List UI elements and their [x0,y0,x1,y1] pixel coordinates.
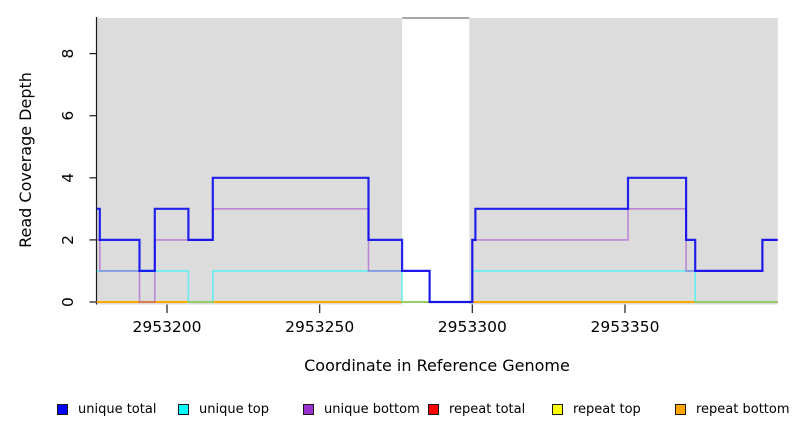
repeat-bottom-swatch-icon [675,403,686,415]
y-tick-label: 4 [59,173,77,183]
x-tick-label: 2953250 [285,318,354,336]
repeat-top-swatch-icon [552,403,563,415]
legend-item-unique-bottom: unique bottom [303,399,420,419]
legend-item-unique-top: unique top [178,399,269,419]
legend-item-unique-total: unique total [57,399,156,419]
shaded-region [469,18,778,305]
y-axis-title: Read Coverage Depth [16,72,35,248]
y-tick-label: 0 [59,297,77,307]
unique-top-swatch-icon [178,403,189,415]
series-line-unique-total [96,176,778,304]
legend-label: repeat bottom [696,401,790,417]
y-tick-label: 6 [59,111,77,121]
series-lines [96,176,778,304]
legend-label: repeat top [573,401,641,417]
shaded-region [96,18,403,305]
axes: 0 2 4 6 8 2953200 2953250 2953300 2953350 [59,17,660,336]
legend-label: unique top [199,401,270,417]
unique-bottom-swatch-icon [303,403,314,415]
y-tick-label: 8 [59,49,77,59]
x-tick-label: 2953200 [132,318,201,336]
legend-item-repeat-top: repeat top [552,399,641,419]
legend-item-repeat-total: repeat total [428,399,525,419]
series-line-unique-top [96,270,778,303]
legend-label: unique bottom [324,401,420,417]
legend-item-repeat-bottom: repeat bottom [675,399,790,419]
chart-legend: unique total unique top unique bottom re… [0,399,792,423]
legend-label: unique total [78,401,157,417]
x-tick-label: 2953300 [438,318,507,336]
x-axis-title: Coordinate in Reference Genome [304,356,570,375]
unique-total-swatch-icon [57,403,68,415]
repeat-total-swatch-icon [428,403,439,415]
x-tick-label: 2953350 [590,318,659,336]
legend-label: repeat total [449,401,526,417]
y-tick-label: 2 [59,235,77,245]
shaded-regions [96,17,778,305]
